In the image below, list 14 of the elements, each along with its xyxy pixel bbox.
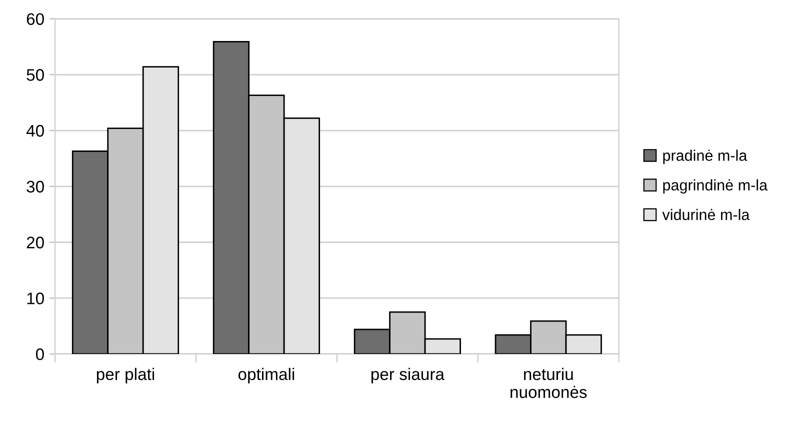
x-tick-label: per plati (96, 368, 154, 384)
y-tick-label: 0 (36, 348, 44, 360)
legend-label: vidurinė m-la (662, 208, 750, 220)
x-tick-label: neturiu nuomonės (510, 368, 587, 398)
legend-label: pradinė m-la (663, 150, 748, 164)
y-tick-label: 60 (26, 13, 44, 25)
legend-label: pagrindinė m-la (663, 179, 768, 194)
x-tick-label: optimali (238, 368, 294, 384)
y-tick-label: 10 (27, 292, 44, 304)
x-tick-label: per siaura (371, 368, 444, 384)
y-tick-label: 40 (26, 124, 44, 137)
y-tick-label: 50 (26, 69, 44, 81)
y-tick-label: 20 (26, 236, 44, 248)
y-tick-label: 30 (26, 180, 44, 193)
